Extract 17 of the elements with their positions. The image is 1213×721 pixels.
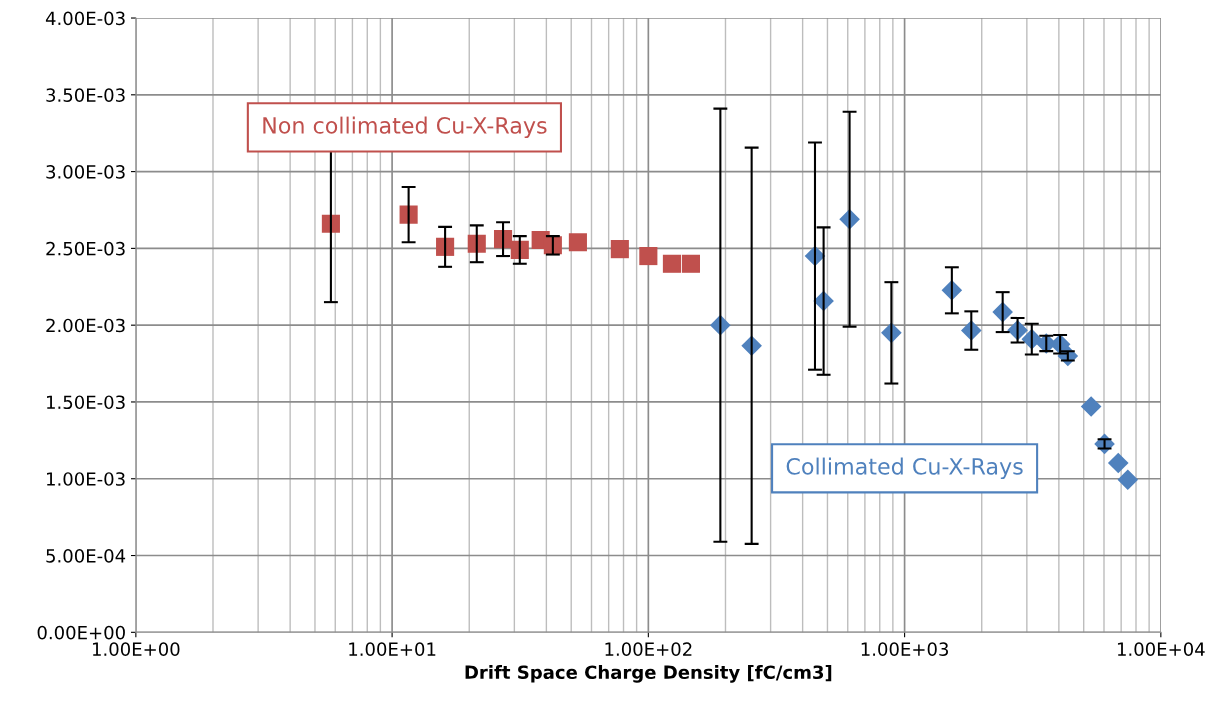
text: Collimated Cu-X-Rays <box>786 457 1023 480</box>
x-tick-label: 1.00E+03 <box>861 642 948 657</box>
x-tick-label: 1.00E+00 <box>92 642 180 657</box>
y-tick-label: 1.50E-03 <box>47 395 125 410</box>
x-tick-label: 1.00E+04 <box>1117 642 1205 657</box>
y-tick-label: 4.00E-03 <box>45 11 125 26</box>
text: Non collimated Cu-X-Rays <box>263 116 547 139</box>
y-tick-label: 0.00E+00 <box>37 625 125 640</box>
y-tick-label: 1.00E-03 <box>47 472 125 486</box>
x-tick-label: 1.00E+01 <box>349 642 436 657</box>
y-tick-label: 2.50E-03 <box>46 241 125 256</box>
y-tick-label: 3.50E-03 <box>46 88 125 102</box>
y-tick-label: 2.00E-03 <box>46 318 125 333</box>
y-tick-label: 5.00E-04 <box>46 548 126 563</box>
y-tick-label: 3.00E-03 <box>46 165 125 179</box>
x-tick-label: 1.00E+02 <box>605 642 692 657</box>
x-axis-title: Drift Space Charge Density [fC/cm3] <box>465 665 832 683</box>
